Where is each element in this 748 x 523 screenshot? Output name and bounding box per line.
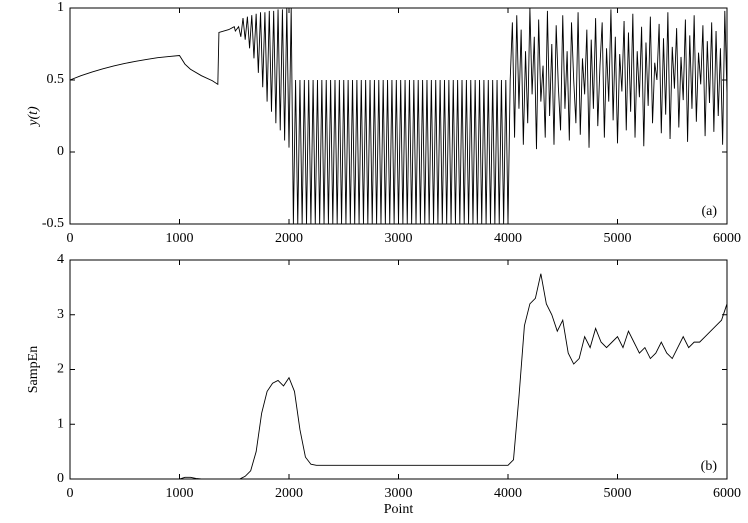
plot-frame	[69, 259, 728, 480]
x-tick-label: 3000	[385, 231, 413, 246]
y-tick-label: 2	[57, 362, 64, 377]
x-tick-label: 2000	[275, 231, 303, 246]
x-tick-label: 1000	[166, 231, 194, 246]
x-tick-label: 5000	[604, 486, 632, 501]
signal-line	[70, 273, 728, 480]
x-tick-label: 3000	[385, 486, 413, 501]
panel-annotation: (b)	[701, 459, 718, 474]
x-tick-label: 1000	[166, 486, 194, 501]
y-axis-label: SampEn	[26, 346, 41, 393]
signal-line	[69, 7, 728, 225]
y-tick-label: 1	[57, 0, 64, 15]
x-tick-label: 0	[67, 486, 74, 501]
y-tick-label: -0.5	[42, 216, 64, 231]
y-axis-label: y(t)	[26, 106, 41, 128]
x-tick-label: 4000	[494, 486, 522, 501]
y-tick-label: 0.5	[47, 72, 65, 87]
y-tick-label: 0	[57, 144, 64, 159]
panel-annotation: (a)	[701, 204, 717, 219]
x-tick-label: 0	[67, 231, 74, 246]
y-tick-label: 4	[57, 252, 64, 267]
x-tick-label: 4000	[494, 231, 522, 246]
x-tick-label: 6000	[713, 486, 741, 501]
y-tick-label: 3	[57, 307, 64, 322]
y-tick-label: 1	[57, 416, 64, 431]
x-tick-label: 2000	[275, 486, 303, 501]
x-tick-label: 6000	[713, 231, 741, 246]
x-tick-label: 5000	[604, 231, 632, 246]
x-axis-label: Point	[384, 502, 414, 517]
y-tick-label: 0	[57, 471, 64, 486]
